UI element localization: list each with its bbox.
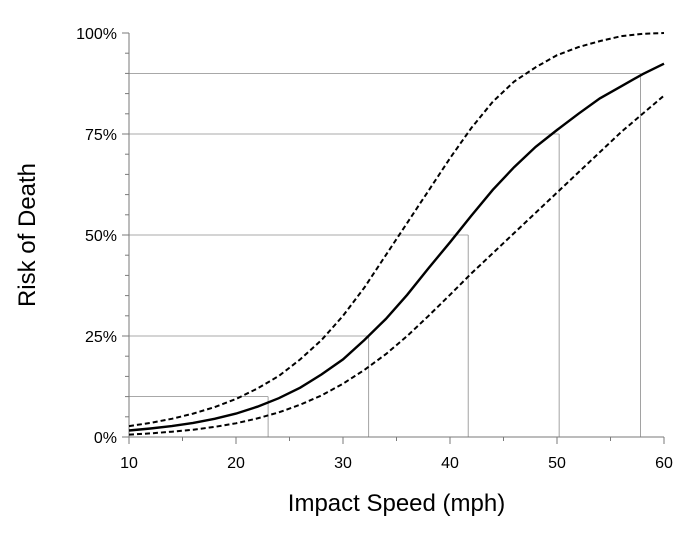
series-line-lower-bound: [128, 94, 665, 436]
x-tick-label: 60: [655, 455, 673, 472]
x-tick-label: 30: [334, 455, 352, 472]
x-tick-label: 20: [227, 455, 245, 472]
series-group: [128, 32, 665, 436]
y-tick-label: 75%: [85, 127, 117, 144]
series-line-estimate: [128, 62, 665, 432]
y-tick-label: 0%: [94, 430, 117, 447]
y-tick-label: 50%: [85, 228, 117, 245]
x-axis-title: Impact Speed (mph): [288, 490, 505, 517]
reference-lines: [129, 73, 641, 437]
y-tick-label: 25%: [85, 329, 117, 346]
x-tick-label: 10: [120, 455, 138, 472]
ticks: 10 20 30 40 50 60 0% 25% 50% 75% 100%: [76, 26, 673, 472]
x-tick-label: 40: [441, 455, 459, 472]
y-axis-title: Risk of Death: [14, 163, 41, 307]
series-line-upper-bound: [128, 32, 665, 428]
x-tick-label: 50: [548, 455, 566, 472]
y-tick-label: 100%: [76, 26, 117, 43]
